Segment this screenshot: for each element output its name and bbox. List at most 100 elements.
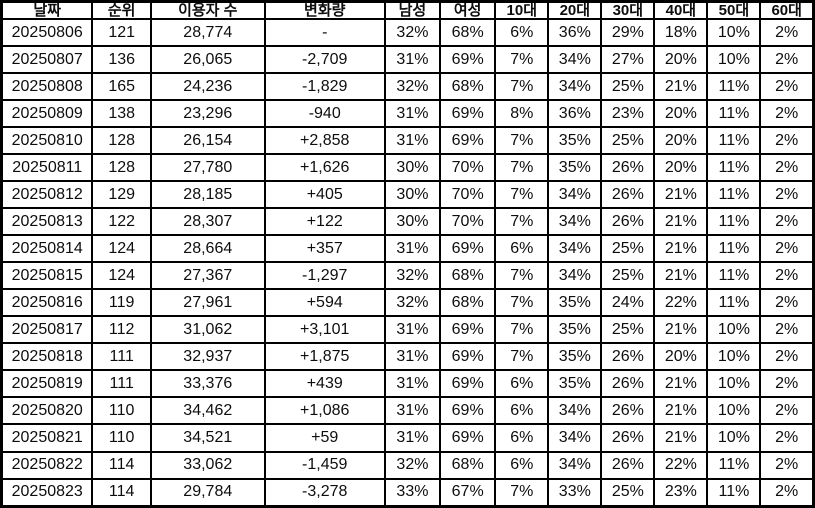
cell-age40: 20% xyxy=(653,342,709,372)
cell-age60: 2% xyxy=(759,99,815,129)
cell-age40: 21% xyxy=(653,261,709,291)
cell-users: 27,367 xyxy=(149,261,266,291)
table-body: 20250806 121 28,774-32% 68% 6% 36% 29% 18% 10% 2%… xyxy=(0,17,815,508)
cell-male: 32% xyxy=(383,261,442,291)
cell-male: 32% xyxy=(383,17,442,48)
cell-female: 67% xyxy=(439,477,497,508)
column-header-age20: 20대 xyxy=(547,0,603,20)
cell-age10: 6% xyxy=(494,17,550,48)
cell-change: -3,278 xyxy=(263,477,386,508)
cell-change: -1,297 xyxy=(263,261,386,291)
cell-date: 20250814 xyxy=(0,234,94,264)
cell-date: 20250813 xyxy=(0,207,94,237)
column-header-rank: 순위 xyxy=(91,0,152,20)
cell-male: 31% xyxy=(383,234,442,264)
cell-change: +122 xyxy=(263,207,386,237)
cell-rank: 121 xyxy=(91,17,152,48)
cell-rank: 111 xyxy=(91,342,152,372)
table-row: 20250814 124 28,664 +357 31% 69% 6% 34% 25% 21% 11… xyxy=(0,234,815,264)
table-row: 20250806 121 28,774-32% 68% 6% 36% 29% 18% 10% 2% xyxy=(0,17,815,48)
table-row: 20250811 128 27,780 +1,626 30% 70% 7% 35% 26% 20%… xyxy=(0,153,815,183)
column-header-age30: 30대 xyxy=(600,0,656,20)
cell-change: +1,086 xyxy=(263,396,386,426)
cell-age40: 23% xyxy=(653,477,709,508)
cell-age30: 24% xyxy=(600,288,656,318)
cell-age10: 7% xyxy=(494,153,550,183)
cell-age10: 7% xyxy=(494,126,550,156)
cell-female: 68% xyxy=(439,17,497,48)
cell-male: 31% xyxy=(383,369,442,399)
cell-female: 69% xyxy=(439,369,497,399)
cell-age60: 2% xyxy=(759,342,815,372)
cell-age20: 34% xyxy=(547,261,603,291)
cell-date: 20250819 xyxy=(0,369,94,399)
cell-female: 69% xyxy=(439,234,497,264)
cell-change: +2,858 xyxy=(263,126,386,156)
cell-date: 20250808 xyxy=(0,72,94,102)
cell-age40: 21% xyxy=(653,234,709,264)
cell-rank: 165 xyxy=(91,72,152,102)
cell-age20: 34% xyxy=(547,396,603,426)
cell-users: 28,774 xyxy=(149,17,266,48)
cell-age30: 25% xyxy=(600,72,656,102)
cell-age20: 36% xyxy=(547,17,603,48)
table-row: 20250807 136 26,065 -2,709 31% 69% 7% 34% 27% 20%… xyxy=(0,45,815,75)
cell-rank: 110 xyxy=(91,396,152,426)
cell-female: 69% xyxy=(439,342,497,372)
cell-age10: 7% xyxy=(494,477,550,508)
cell-female: 68% xyxy=(439,450,497,480)
cell-male: 31% xyxy=(383,126,442,156)
cell-rank: 114 xyxy=(91,477,152,508)
cell-age40: 20% xyxy=(653,126,709,156)
table-row: 20250820 110 34,462 +1,086 31% 69% 6% 34% 26% 21%… xyxy=(0,396,815,426)
cell-female: 70% xyxy=(439,153,497,183)
cell-change: -940 xyxy=(263,99,386,129)
cell-age50: 11% xyxy=(706,153,762,183)
table-row: 20250816 119 27,961 +594 32% 68% 7% 35% 24% 22% 11… xyxy=(0,288,815,318)
cell-users: 34,521 xyxy=(149,423,266,453)
cell-female: 69% xyxy=(439,423,497,453)
column-header-age50: 50대 xyxy=(706,0,762,20)
cell-change: +357 xyxy=(263,234,386,264)
cell-age40: 21% xyxy=(653,315,709,345)
column-header-age10: 10대 xyxy=(494,0,550,20)
cell-date: 20250820 xyxy=(0,396,94,426)
cell-age30: 25% xyxy=(600,261,656,291)
cell-users: 29,784 xyxy=(149,477,266,508)
cell-age50: 10% xyxy=(706,369,762,399)
cell-age30: 26% xyxy=(600,342,656,372)
cell-age10: 7% xyxy=(494,342,550,372)
cell-age30: 25% xyxy=(600,477,656,508)
cell-age20: 34% xyxy=(547,423,603,453)
cell-age30: 27% xyxy=(600,45,656,75)
cell-age20: 35% xyxy=(547,315,603,345)
cell-age50: 11% xyxy=(706,207,762,237)
cell-date: 20250818 xyxy=(0,342,94,372)
cell-age10: 6% xyxy=(494,423,550,453)
cell-age60: 2% xyxy=(759,180,815,210)
cell-age60: 2% xyxy=(759,396,815,426)
cell-age60: 2% xyxy=(759,45,815,75)
cell-change: +59 xyxy=(263,423,386,453)
cell-users: 33,376 xyxy=(149,369,266,399)
cell-users: 31,062 xyxy=(149,315,266,345)
cell-users: 23,296 xyxy=(149,99,266,129)
cell-age50: 11% xyxy=(706,288,762,318)
cell-date: 20250807 xyxy=(0,45,94,75)
cell-male: 32% xyxy=(383,450,442,480)
cell-age10: 7% xyxy=(494,315,550,345)
cell-age30: 26% xyxy=(600,423,656,453)
cell-date: 20250817 xyxy=(0,315,94,345)
cell-age60: 2% xyxy=(759,153,815,183)
cell-age30: 23% xyxy=(600,99,656,129)
cell-female: 70% xyxy=(439,180,497,210)
column-header-female: 여성 xyxy=(439,0,497,20)
cell-age30: 29% xyxy=(600,17,656,48)
cell-male: 31% xyxy=(383,396,442,426)
cell-age20: 34% xyxy=(547,450,603,480)
cell-age10: 7% xyxy=(494,207,550,237)
cell-male: 33% xyxy=(383,477,442,508)
cell-change: +405 xyxy=(263,180,386,210)
cell-age40: 21% xyxy=(653,369,709,399)
